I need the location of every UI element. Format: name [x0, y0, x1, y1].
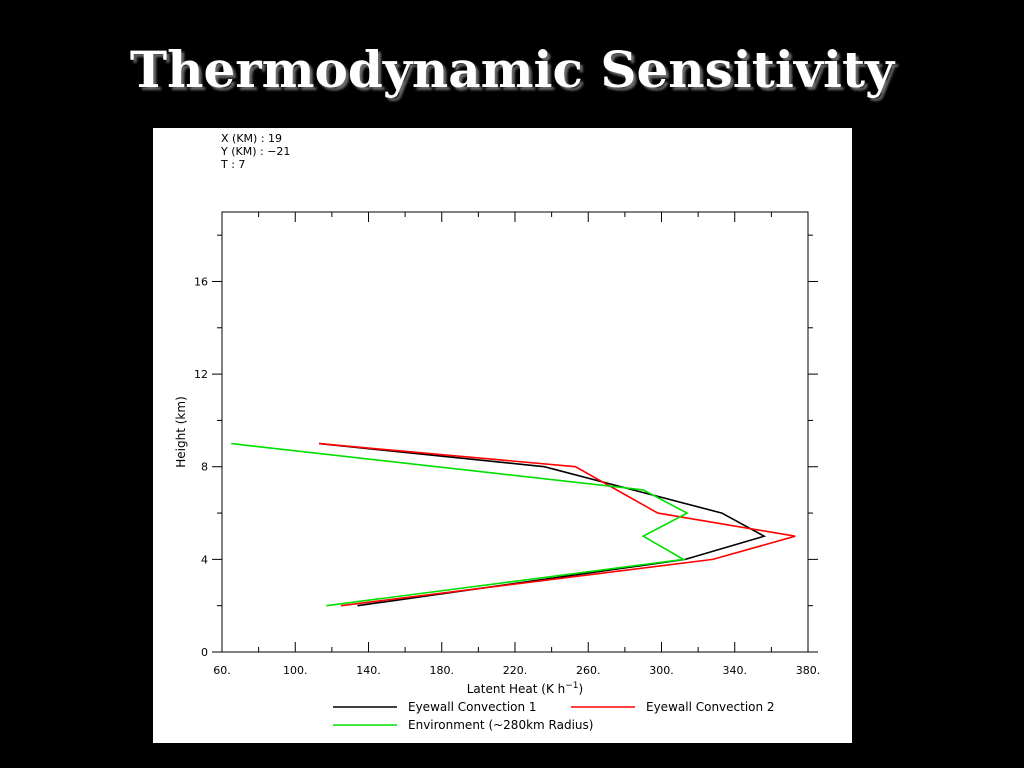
- x-tick-label: 380.: [796, 664, 821, 677]
- plot-frame: [221, 211, 809, 653]
- y-tick-label: 16: [194, 275, 208, 288]
- x-tick-label: 340.: [723, 664, 748, 677]
- x-axis-label: Latent Heat (K h−1): [467, 681, 583, 696]
- plot-info-y: Y (KM) : −21: [220, 145, 290, 158]
- y-tick-label: 4: [201, 553, 208, 566]
- x-tick-label: 60.: [213, 664, 231, 677]
- series-line-1: [319, 442, 767, 607]
- series-line-3: [231, 442, 689, 607]
- legend-label-2: Eyewall Convection 2: [646, 700, 775, 714]
- series-line-2: [319, 442, 796, 607]
- x-tick-label: 140.: [356, 664, 381, 677]
- y-tick-label: 0: [201, 646, 208, 659]
- x-tick-label: 220.: [503, 664, 528, 677]
- plot-info: X (KM) : 19 Y (KM) : −21 T : 7: [220, 132, 290, 171]
- latent-heat-chart: X (KM) : 19 Y (KM) : −21 T : 7 60. 100. 14…: [174, 132, 820, 732]
- x-tick-label: 180.: [430, 664, 455, 677]
- series-lines: [231, 442, 796, 607]
- axis-tick-labels: 60. 100. 140. 180. 220. 260. 300. 340. 380. 0 4 8 12…: [194, 275, 820, 677]
- x-tick-label: 100.: [283, 664, 308, 677]
- slide-title: Thermodynamic Sensitivity: [129, 40, 895, 99]
- legend: Eyewall Convection 1 Eyewall Convection 2…: [333, 700, 775, 732]
- x-tick-label: 260.: [576, 664, 601, 677]
- x-tick-label: 300.: [649, 664, 674, 677]
- legend-label-1: Eyewall Convection 1: [408, 700, 537, 714]
- plot-info-t: T : 7: [220, 158, 245, 171]
- plot-info-x: X (KM) : 19: [221, 132, 282, 145]
- y-tick-label: 12: [194, 368, 208, 381]
- legend-label-3: Environment (~280km Radius): [408, 718, 593, 732]
- axis-ticks: [212, 212, 818, 653]
- y-tick-label: 8: [201, 461, 208, 474]
- plot-panel: X (KM) : 19 Y (KM) : −21 T : 7 60. 100. 14…: [153, 128, 852, 743]
- y-axis-label: Height (km): [174, 396, 188, 467]
